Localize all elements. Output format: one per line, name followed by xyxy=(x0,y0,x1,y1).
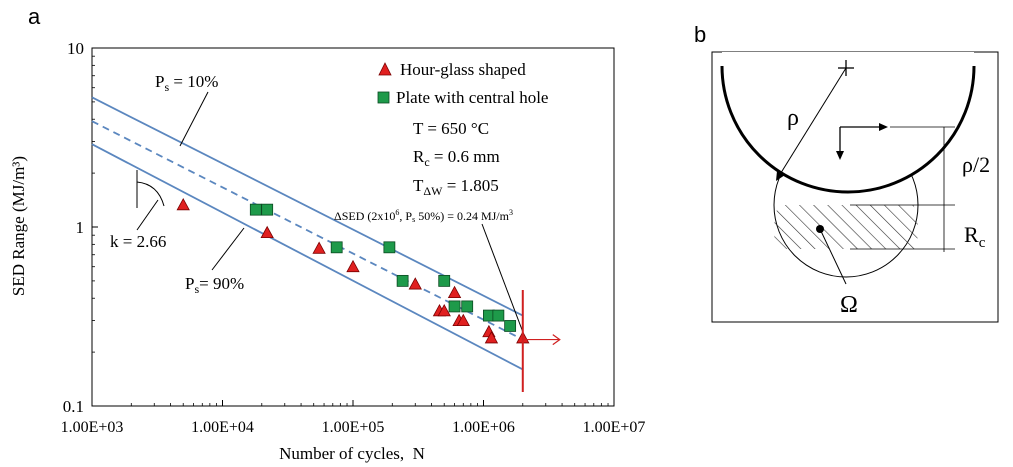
panel-a-label: a xyxy=(28,4,41,29)
omega-pointer xyxy=(816,225,847,285)
y-tick-label: 1 xyxy=(76,218,85,237)
hourglass-point xyxy=(456,313,470,326)
x-tick-label: 1.00E+06 xyxy=(452,419,515,436)
plate-point xyxy=(448,300,461,313)
ps90-label: Ps= 90% xyxy=(185,274,244,296)
rho-half-label: ρ/2 xyxy=(962,152,990,177)
legend: Hour-glass shaped Plate with central hol… xyxy=(377,60,548,107)
x-tick-label: 1.00E+07 xyxy=(583,419,646,436)
plate-point xyxy=(492,309,505,322)
rc-label: Rc = 0.6 mm xyxy=(413,147,500,169)
notch-arc-line xyxy=(720,65,976,194)
legend-square-marker xyxy=(377,91,390,104)
runout-marker xyxy=(521,290,561,392)
omega-label: Ω xyxy=(840,292,858,318)
dsed-label: ΔSED (2x106, Ps 50%) = 0.24 MJ/m3 xyxy=(334,208,513,224)
plate-point xyxy=(396,274,409,287)
coordinate-axes xyxy=(836,123,888,160)
legend-plate-label: Plate with central hole xyxy=(396,88,548,107)
ps90-leader xyxy=(211,227,245,271)
hourglass-point xyxy=(312,241,326,254)
x-tick-label: 1.00E+03 xyxy=(61,419,124,436)
ps10-leader xyxy=(179,91,209,147)
hourglass-point xyxy=(176,197,190,211)
runout-arrow-head xyxy=(552,334,561,346)
plate-point xyxy=(504,320,517,332)
ps10-label: Ps = 10% xyxy=(155,72,218,94)
hourglass-point xyxy=(346,259,360,273)
k-label: k = 2.66 xyxy=(110,232,166,251)
band-line-lower xyxy=(91,143,524,371)
tw-label: TΔW = 1.805 xyxy=(413,176,499,198)
plate-point xyxy=(438,274,451,287)
panel-b: b ρ ρ/2 xyxy=(694,22,999,323)
hourglass-point xyxy=(437,304,451,317)
x-tick-label: 1.00E+04 xyxy=(191,419,254,436)
rc-dimension-label: Rc xyxy=(964,222,986,251)
panel-b-label: b xyxy=(694,22,706,47)
data-points xyxy=(176,197,530,344)
x-axis-title: Number of cycles, N xyxy=(279,444,425,463)
omega-hatched-region xyxy=(774,205,918,249)
hourglass-point xyxy=(408,277,422,290)
y-tick-label: 10 xyxy=(67,39,84,58)
hourglass-point xyxy=(260,225,274,239)
y-tick-label: 0.1 xyxy=(63,397,84,416)
x-tick-label: 1.00E+05 xyxy=(322,419,385,436)
dimension-lines xyxy=(850,126,955,252)
plate-point xyxy=(461,300,474,313)
hourglass-point xyxy=(447,285,462,299)
panel-a: a SED Range (MJ/m³) Number of cycles, N … xyxy=(9,4,645,463)
legend-hourglass-label: Hour-glass shaped xyxy=(400,60,526,79)
legend-triangle-marker xyxy=(378,62,392,76)
plate-point xyxy=(383,241,396,254)
dsed-leader xyxy=(481,223,525,336)
notch-arc xyxy=(722,52,974,192)
hourglass-point xyxy=(484,331,499,344)
band-line-upper xyxy=(91,96,524,317)
temperature-label: T = 650 °C xyxy=(413,119,489,138)
y-axis-title: SED Range (MJ/m³) xyxy=(9,156,28,296)
plate-point xyxy=(330,241,343,254)
rho-label: ρ xyxy=(787,105,799,131)
plate-point xyxy=(249,203,262,216)
axis-ticks: 1.00E+03 1.00E+04 1.00E+05 1.00E+06 1.00E+07… xyxy=(61,39,646,436)
k-angle-marker xyxy=(136,170,165,231)
rho-arrow xyxy=(776,67,847,181)
plate-point xyxy=(261,203,274,216)
